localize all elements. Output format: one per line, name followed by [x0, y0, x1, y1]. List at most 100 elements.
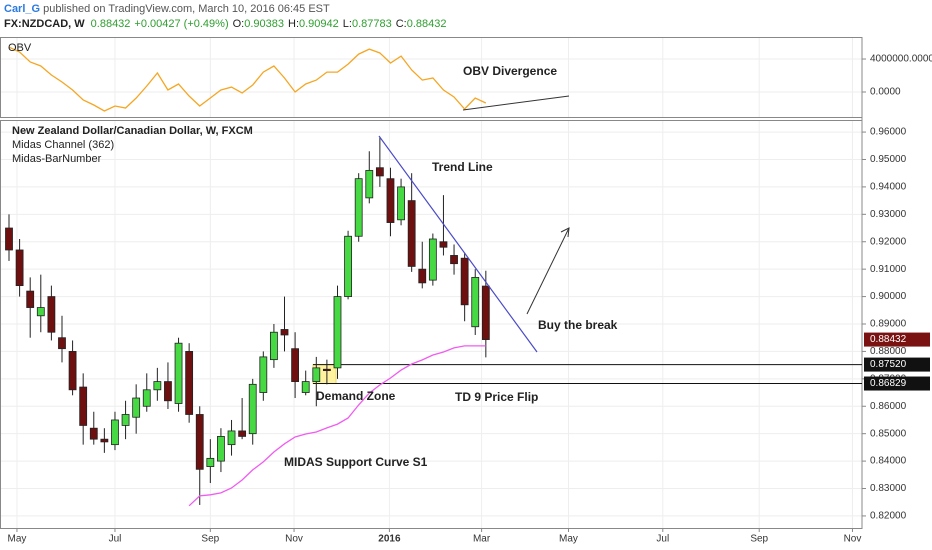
y-tick-label: 0.84000 [870, 456, 907, 467]
trend-line [378, 135, 538, 353]
candle-body [15, 249, 24, 287]
candle-body [68, 351, 77, 391]
x-tick-label: May [559, 534, 578, 545]
candle-body [248, 383, 257, 435]
candle-body [121, 414, 130, 426]
author[interactable]: Carl_G [4, 3, 40, 15]
candle-body [397, 186, 405, 221]
change: +0.00427 (+0.49%) [134, 18, 228, 30]
candle-body [195, 414, 204, 470]
candle-body [439, 241, 448, 248]
obv-legend: OBV [8, 42, 32, 54]
candle-body [481, 285, 490, 340]
candle-body [259, 356, 268, 393]
y-tick-label: 0.82000 [870, 511, 907, 522]
price-label-box [864, 376, 930, 391]
candle-body [79, 386, 88, 426]
candle-body [89, 427, 98, 440]
candle-body [450, 255, 458, 265]
chart-title: New Zealand Dollar/Canadian Dollar, W, F… [12, 125, 253, 137]
candle-body [100, 438, 109, 443]
quote-line: FX:NZDCAD, W 0.88432 +0.00427 (+0.49%) O:0.… [4, 18, 446, 30]
symbol: FX:NZDCAD, W [4, 18, 85, 30]
published: published on TradingView.com, March 10, … [40, 3, 330, 15]
y-tick-label: 4000000.0000 [870, 54, 932, 65]
header-line: Carl_G published on TradingView.com, Mar… [4, 3, 330, 15]
annotation: OBV Divergence [463, 64, 557, 78]
indicator: Midas Channel (362) [12, 139, 114, 151]
candle-body [58, 337, 66, 350]
y-tick-label: 0.93000 [870, 209, 907, 220]
annotation: Demand Zone [316, 389, 396, 403]
y-tick-label: 0.92000 [870, 236, 907, 247]
y-tick-label: 0.0000 [870, 87, 901, 98]
x-tick-label: Sep [750, 534, 768, 545]
last-price-label: 0.88432 [870, 334, 907, 345]
x-tick-label: Jul [109, 534, 122, 545]
candle-body [344, 235, 352, 297]
x-tick-label: 2016 [378, 534, 401, 545]
price-label-box [864, 357, 930, 372]
divergence-line [462, 95, 570, 111]
candle-body [428, 238, 437, 281]
candle-body [132, 397, 141, 418]
x-tick-label: May [8, 534, 27, 545]
candle-body [227, 430, 236, 446]
y-tick-label: 0.94000 [870, 182, 907, 193]
arrow-head [560, 227, 570, 238]
arrow-line [526, 227, 570, 315]
ohlc-label: H: [288, 18, 299, 30]
y-tick-label: 0.96000 [870, 127, 907, 138]
marks [5, 46, 862, 507]
last-price-box [864, 332, 930, 347]
candle-body [206, 457, 215, 467]
y-tick-label: 0.89000 [870, 319, 907, 330]
y-tick-label: 0.83000 [870, 483, 907, 494]
y-tick-label: 0.88000 [870, 346, 907, 357]
candle-body [354, 178, 363, 237]
candle-body [5, 227, 13, 251]
candle-body [280, 329, 289, 336]
candle-body [238, 430, 247, 437]
indicator: Midas-BarNumber [12, 153, 102, 165]
candle-body [153, 381, 162, 391]
ohlc-label: O: [233, 18, 245, 30]
line-series [188, 345, 486, 507]
candle-body [291, 348, 300, 382]
candle-body [142, 389, 151, 407]
x-tick-label: Mar [473, 534, 491, 545]
price: 0.88432 [91, 18, 131, 30]
candle-body [418, 268, 427, 284]
annotation: TD 9 Price Flip [455, 390, 538, 404]
ohlc-label: L: [343, 18, 352, 30]
line-series [8, 46, 487, 112]
x-tick-label: Jul [656, 534, 669, 545]
annotation: Trend Line [432, 160, 493, 174]
candle-body [47, 296, 56, 333]
y-tick-label: 0.91000 [870, 264, 907, 275]
grid [1, 38, 862, 528]
candle-body [174, 342, 183, 404]
y-tick-label: 0.85000 [870, 428, 907, 439]
ohlc-label: C: [396, 18, 407, 30]
ohlc-value: 0.87783 [352, 18, 392, 30]
x-tick-label: Nov [844, 534, 862, 545]
candle-body [333, 296, 342, 369]
candle-body [386, 178, 395, 223]
ohlc-value: 0.90942 [299, 18, 339, 30]
candle-body [185, 351, 194, 415]
candle-body [471, 276, 480, 328]
candle-body [312, 367, 321, 382]
candle-body [26, 290, 35, 308]
candle-body [322, 368, 331, 372]
candle-body [301, 381, 310, 393]
candle-body [36, 307, 45, 317]
candle-body [375, 167, 384, 177]
price-label: 0.87520 [870, 359, 907, 370]
series-label: MIDAS Support Curve S1 [284, 455, 428, 469]
candle-body [460, 257, 469, 306]
ohlc-value: 0.90383 [244, 18, 284, 30]
candle-body [270, 331, 278, 361]
y-tick-label: 0.95000 [870, 154, 907, 165]
